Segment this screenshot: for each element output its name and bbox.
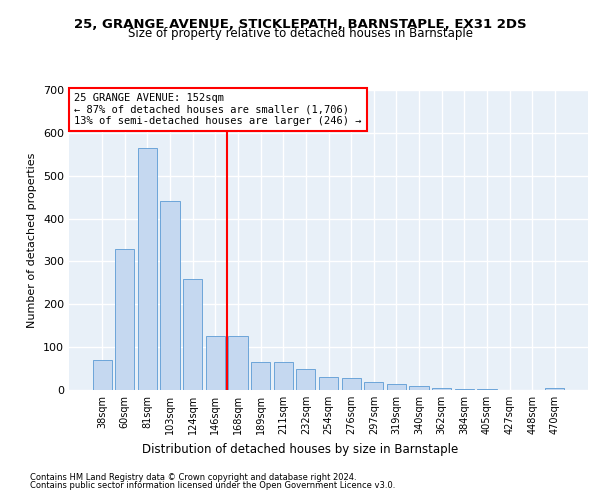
Bar	[229, 336, 248, 390]
Bar	[455, 388, 474, 390]
Bar	[138, 148, 157, 390]
Bar	[409, 386, 428, 390]
Bar	[296, 368, 316, 390]
Bar	[160, 202, 180, 390]
Bar	[477, 389, 497, 390]
Text: Contains HM Land Registry data © Crown copyright and database right 2024.: Contains HM Land Registry data © Crown c…	[30, 472, 356, 482]
Text: Distribution of detached houses by size in Barnstaple: Distribution of detached houses by size …	[142, 442, 458, 456]
Text: Contains public sector information licensed under the Open Government Licence v3: Contains public sector information licen…	[30, 481, 395, 490]
Text: Size of property relative to detached houses in Barnstaple: Size of property relative to detached ho…	[128, 28, 473, 40]
Y-axis label: Number of detached properties: Number of detached properties	[28, 152, 37, 328]
Bar	[274, 362, 293, 390]
Bar	[115, 248, 134, 390]
Bar	[319, 377, 338, 390]
Bar	[341, 378, 361, 390]
Bar	[92, 360, 112, 390]
Text: 25, GRANGE AVENUE, STICKLEPATH, BARNSTAPLE, EX31 2DS: 25, GRANGE AVENUE, STICKLEPATH, BARNSTAP…	[74, 18, 526, 30]
Bar	[545, 388, 565, 390]
Bar	[183, 278, 202, 390]
Bar	[364, 382, 383, 390]
Bar	[206, 336, 225, 390]
Bar	[251, 362, 270, 390]
Bar	[387, 384, 406, 390]
Text: 25 GRANGE AVENUE: 152sqm
← 87% of detached houses are smaller (1,706)
13% of sem: 25 GRANGE AVENUE: 152sqm ← 87% of detach…	[74, 93, 362, 126]
Bar	[432, 388, 451, 390]
